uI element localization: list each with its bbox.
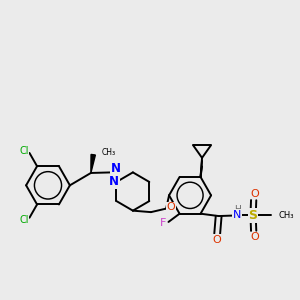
Text: O: O bbox=[212, 235, 221, 244]
Text: F: F bbox=[160, 218, 166, 228]
Text: O: O bbox=[250, 232, 259, 242]
Text: Cl: Cl bbox=[20, 215, 29, 225]
Text: H: H bbox=[234, 205, 240, 214]
Text: N: N bbox=[233, 210, 241, 220]
Text: O: O bbox=[167, 202, 175, 212]
Text: N: N bbox=[109, 176, 119, 188]
Text: N: N bbox=[110, 162, 120, 175]
Text: S: S bbox=[249, 209, 258, 222]
Text: CH₃: CH₃ bbox=[278, 211, 294, 220]
Text: Cl: Cl bbox=[20, 146, 29, 156]
Text: CH₃: CH₃ bbox=[101, 148, 116, 157]
Text: O: O bbox=[250, 189, 259, 199]
Polygon shape bbox=[91, 154, 95, 173]
